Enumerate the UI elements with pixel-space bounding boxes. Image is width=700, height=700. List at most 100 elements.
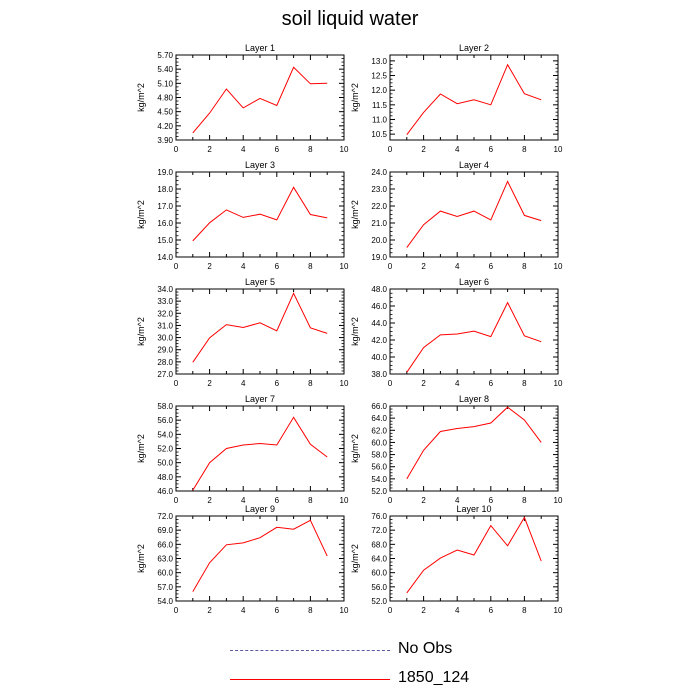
y-tick-label: 29.0 [157,346,173,355]
x-tick-label: 8 [522,145,527,154]
chart-title: Layer 5 [245,277,275,287]
y-tick-label: 72.0 [371,526,387,535]
series-line-1850-124 [192,66,328,134]
x-tick-label: 10 [340,262,349,271]
chart-layer-8: Layer 8 kg/m^2 0 2 4 6 8 10 52.0 54.0 56.0 58.0 60.0… [350,394,563,505]
x-tick-label: 0 [174,262,179,271]
chart-layer-10: Layer 10 kg/m^2 0 2 4 6 8 10 52.0 56.0 60.0 64.0 68.… [350,504,563,615]
chart-title: Layer 8 [459,394,489,404]
y-tick-label: 72.0 [157,512,173,521]
x-tick-label: 6 [275,496,280,505]
legend-label: No Obs [398,640,453,657]
x-tick-label: 6 [489,379,494,388]
x-tick-label: 6 [275,606,280,615]
chart-title: Layer 9 [245,504,275,514]
x-tick-label: 0 [388,145,393,154]
legend-solid-line [230,679,390,680]
y-tick-label: 64.0 [371,414,387,423]
y-tick-label: 12.5 [371,72,387,81]
y-tick-label: 20.0 [371,236,387,245]
y-tick-label: 33.0 [157,297,173,306]
x-tick-label: 0 [388,379,393,388]
x-tick-label: 4 [241,145,246,154]
y-axis-label: kg/m^2 [136,434,146,463]
y-tick-label: 12.0 [371,86,387,95]
y-tick-label: 11.5 [372,101,388,110]
x-tick-label: 8 [522,379,527,388]
x-tick-label: 0 [174,496,179,505]
y-tick-label: 40.0 [371,353,387,362]
series-line-1850-124 [192,416,328,491]
x-tick-label: 4 [455,606,460,615]
chart-title: Layer 10 [456,504,491,514]
y-tick-label: 60.0 [371,438,387,447]
y-tick-label: 52.0 [371,487,387,496]
y-tick-label: 60.0 [371,569,387,578]
y-tick-label: 19.0 [371,253,387,262]
y-tick-label: 14.0 [157,253,173,262]
y-tick-label: 13.0 [371,57,387,66]
y-tick-label: 5.70 [157,51,173,60]
y-tick-label: 23.0 [371,185,387,194]
y-axis-label: kg/m^2 [136,200,146,229]
y-axis-label: kg/m^2 [350,544,360,573]
series-line-1850-124 [406,63,542,136]
y-axis-label: kg/m^2 [350,83,360,112]
x-tick-label: 6 [275,262,280,271]
plot-frame [175,515,345,602]
y-tick-label: 54.0 [157,597,173,606]
chart-layer-3: Layer 3 kg/m^2 0 2 4 6 8 10 14.0 15.0 16.0 17.0 18.0… [136,160,349,271]
x-tick-label: 10 [340,606,349,615]
x-tick-label: 10 [340,379,349,388]
x-tick-label: 8 [522,262,527,271]
y-tick-label: 32.0 [157,309,173,318]
plot-frame [175,405,345,492]
x-tick-label: 10 [554,145,563,154]
y-tick-label: 62.0 [371,426,387,435]
x-tick-label: 8 [522,496,527,505]
plot-frame [389,171,559,258]
chart-layer-7: Layer 7 kg/m^2 0 2 4 6 8 10 46.0 48.0 50.0 52.0 54.0… [136,394,349,505]
x-tick-label: 2 [207,145,212,154]
y-tick-label: 27.0 [157,370,173,379]
series-line-1850-124 [406,180,542,248]
chart-title: Layer 2 [459,43,489,53]
x-tick-label: 4 [241,606,246,615]
y-tick-label: 17.0 [157,202,173,211]
x-tick-label: 6 [489,145,494,154]
x-tick-label: 4 [241,496,246,505]
x-tick-label: 2 [207,606,212,615]
y-tick-label: 15.0 [157,236,173,245]
y-tick-label: 66.0 [371,402,387,411]
chart-title: Layer 1 [245,43,275,53]
x-tick-label: 2 [421,262,426,271]
y-tick-label: 76.0 [371,512,387,521]
y-axis-label: kg/m^2 [350,434,360,463]
x-tick-label: 4 [455,496,460,505]
series-line-1850-124 [406,301,542,373]
y-tick-label: 60.0 [157,569,173,578]
series-line-1850-124 [192,519,328,592]
y-tick-label: 58.0 [157,402,173,411]
x-tick-label: 2 [421,379,426,388]
x-tick-label: 0 [388,606,393,615]
y-tick-label: 22.0 [371,202,387,211]
y-tick-label: 66.0 [157,540,173,549]
x-tick-label: 6 [275,379,280,388]
y-tick-label: 10.5 [371,130,387,139]
y-tick-label: 58.0 [371,451,387,460]
chart-layer-9: Layer 9 kg/m^2 0 2 4 6 8 10 54.0 57.0 60.0 63.0 66.0… [136,504,349,615]
x-tick-label: 2 [421,496,426,505]
x-tick-label: 4 [241,379,246,388]
y-tick-label: 54.0 [157,430,173,439]
y-tick-label: 56.0 [371,583,387,592]
y-tick-label: 68.0 [371,540,387,549]
plot-frame [175,288,345,375]
x-tick-label: 6 [489,496,494,505]
y-tick-label: 48.0 [157,473,173,482]
y-tick-label: 30.0 [157,334,173,343]
y-axis-label: kg/m^2 [350,317,360,346]
chart-title: Layer 3 [245,160,275,170]
x-tick-label: 8 [308,606,313,615]
